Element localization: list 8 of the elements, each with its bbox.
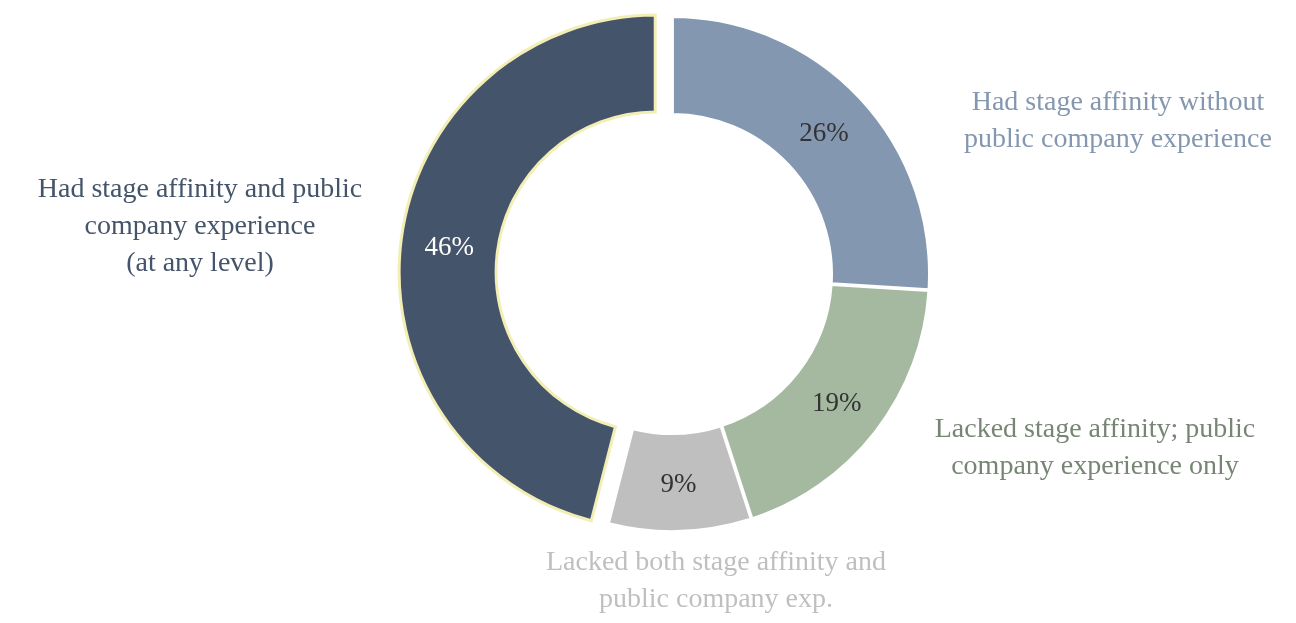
- data-label: 9%: [660, 467, 697, 498]
- slice-label: Had stage affinity and public company experience (at any level): [37, 172, 363, 277]
- slice-label: Lacked both stage affinity and public company exp.: [545, 545, 887, 613]
- data-label: 19%: [812, 387, 862, 418]
- data-label: 46%: [424, 231, 475, 262]
- slice-label: Lacked stage affinity; public company experience only: [934, 412, 1256, 480]
- slice-label: Had stage affinity without public company experience: [964, 85, 1272, 153]
- data-label: 26%: [799, 116, 849, 147]
